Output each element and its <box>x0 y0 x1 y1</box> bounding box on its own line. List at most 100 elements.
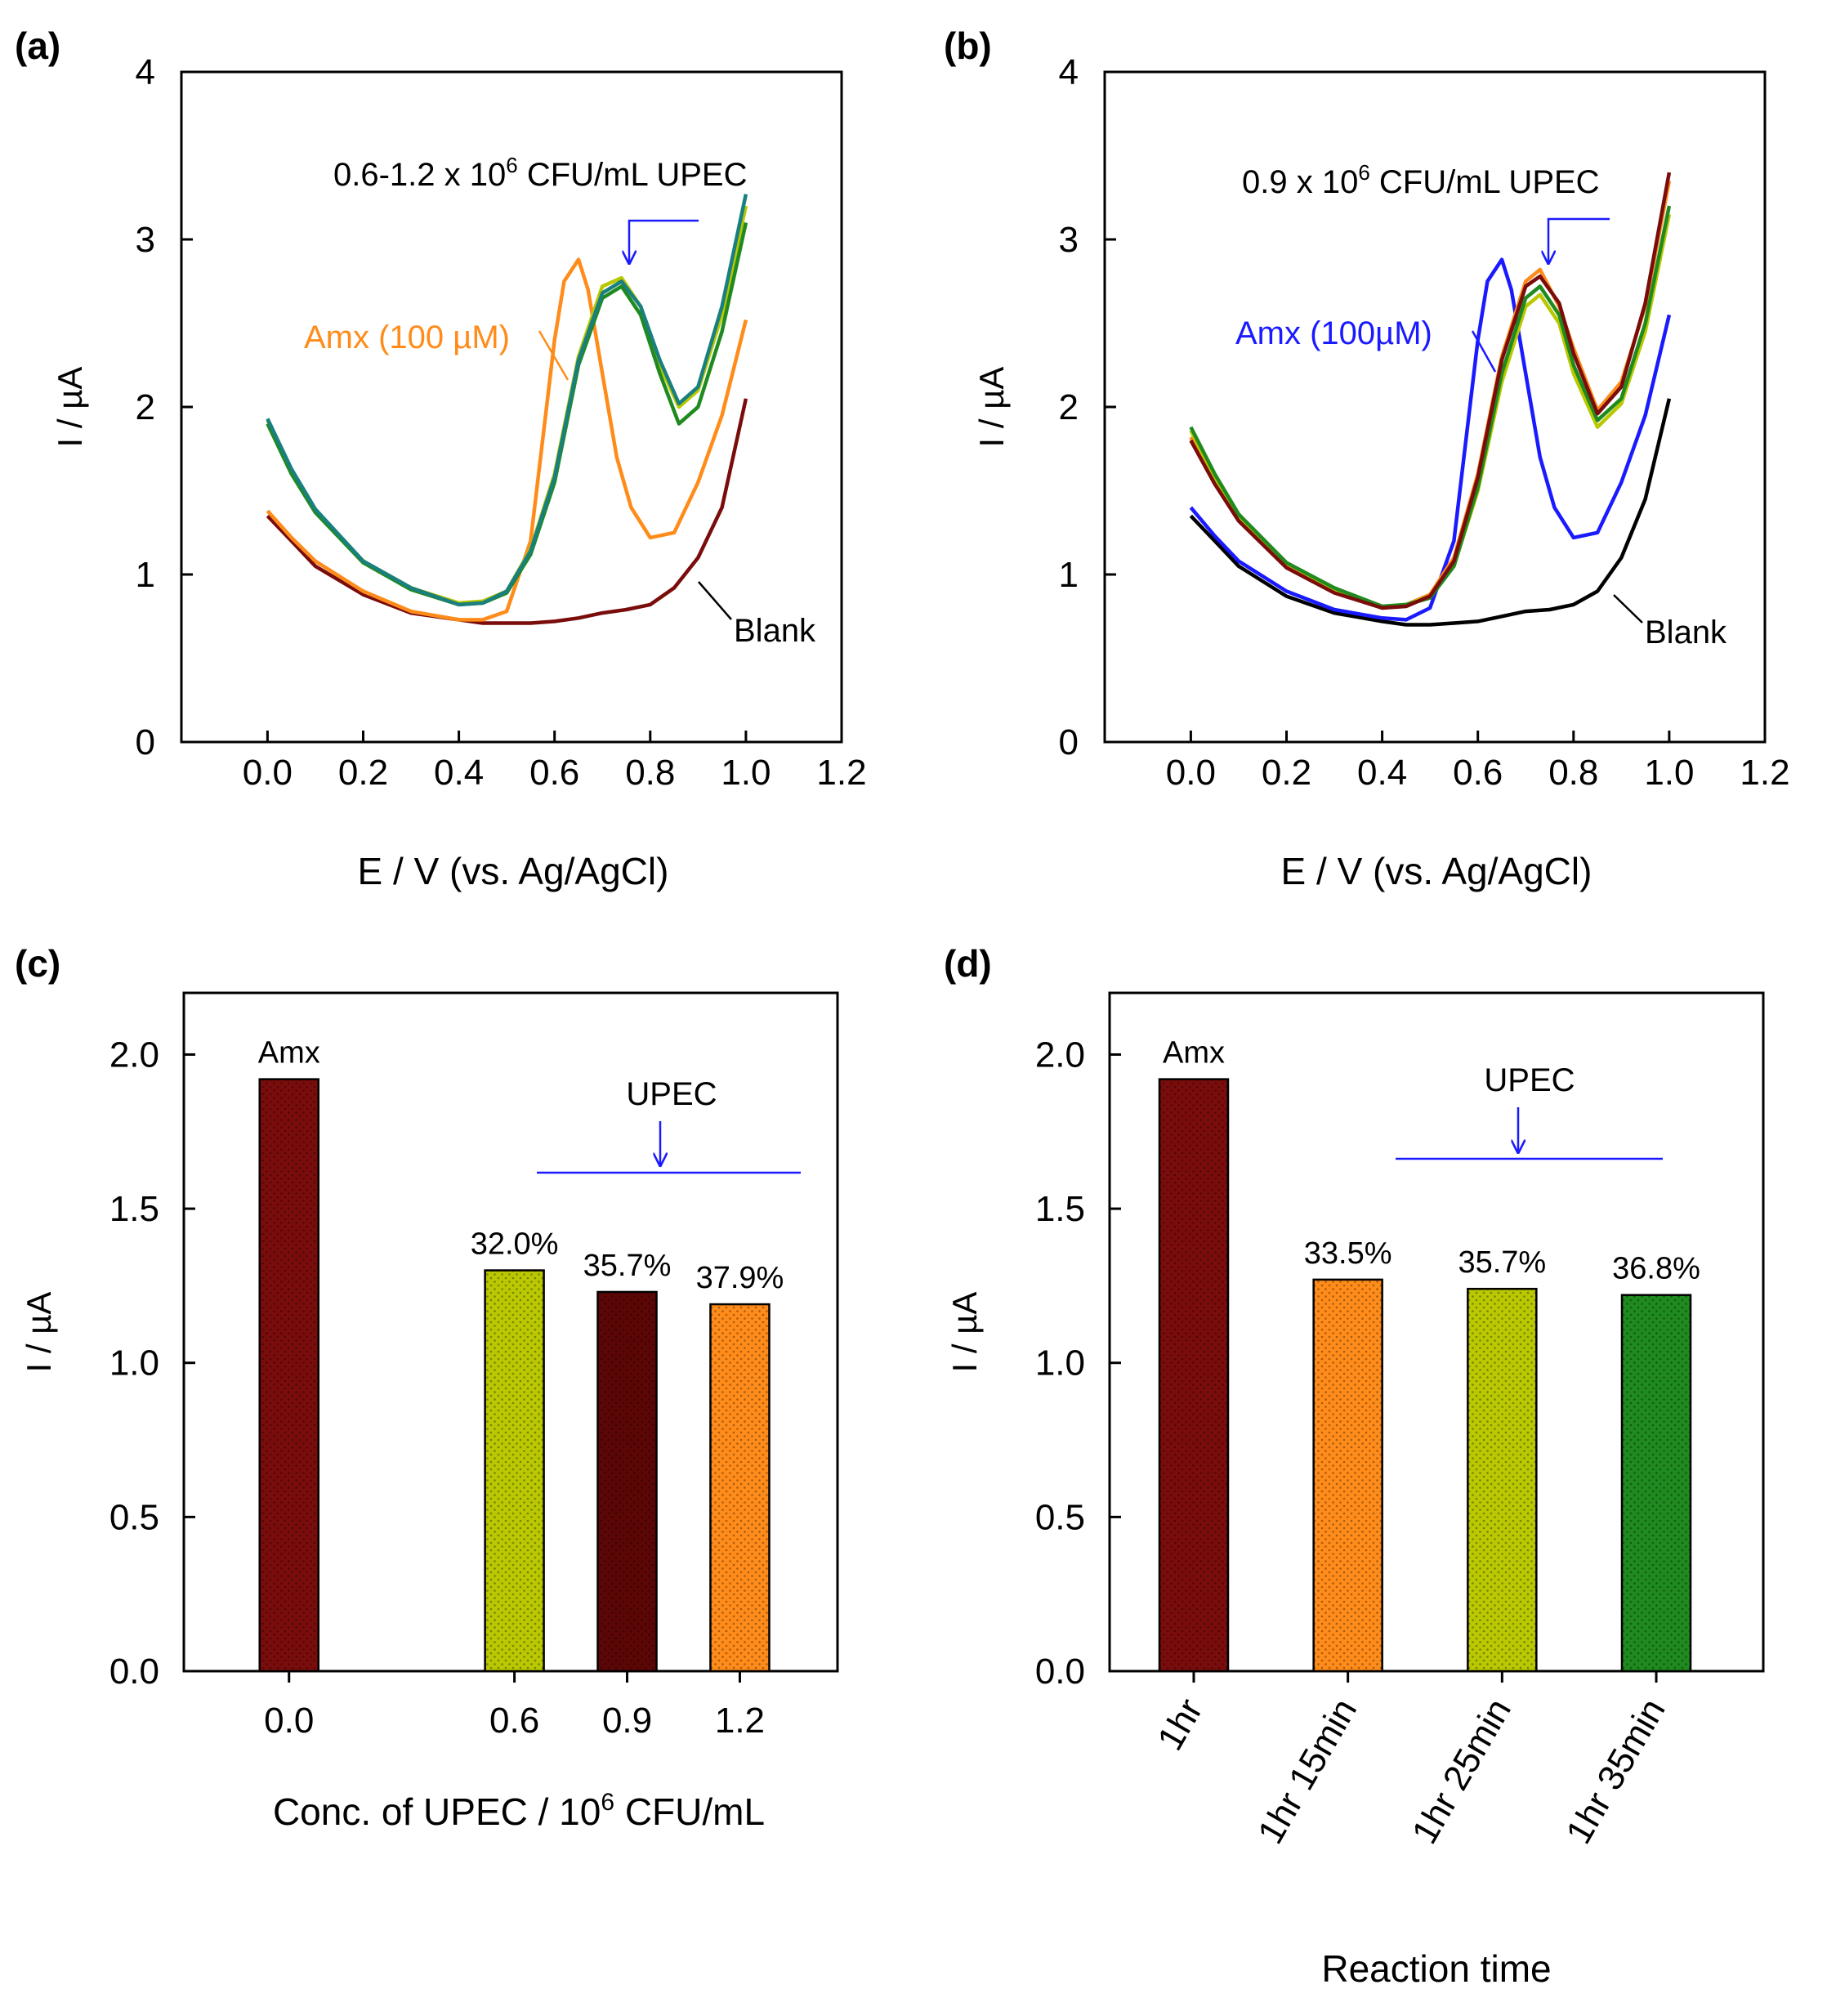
series-line-0 <box>1189 398 1672 627</box>
bar-label-3: 36.8% <box>1612 1252 1700 1286</box>
panel-label-d: (d) <box>944 942 992 985</box>
bar-label-3: 37.9% <box>696 1261 784 1295</box>
y-tick-label: 1.0 <box>1035 1343 1085 1383</box>
upec-group-label: UPEC <box>1484 1062 1575 1098</box>
y-tick-label: 1.5 <box>109 1189 159 1229</box>
series-line-1 <box>1189 257 1672 622</box>
x-tick-label: 0.0 <box>264 1701 314 1741</box>
blank-leader <box>698 581 732 620</box>
y-tick-label: 1.5 <box>1035 1189 1085 1229</box>
upec-annotation: 0.6-1.2 x 106 CFU/mL UPEC <box>333 153 747 193</box>
bar-texture-1 <box>485 1270 544 1671</box>
x-tick-label: 1hr 35min <box>1558 1692 1673 1851</box>
bar-texture-0 <box>1159 1079 1228 1671</box>
blank-annotation: Blank <box>1645 615 1727 650</box>
y-tick-label: 1 <box>1059 555 1079 595</box>
x-tick-label: 0.2 <box>338 753 388 793</box>
bar-texture-3 <box>1622 1294 1691 1671</box>
upec-arrow <box>1548 217 1610 263</box>
y-axis-title: I / µA <box>972 367 1011 448</box>
bar-texture-0 <box>259 1079 319 1671</box>
series-line-4 <box>266 194 748 607</box>
y-tick-label: 2 <box>136 387 155 427</box>
y-tick-label: 1 <box>136 555 155 595</box>
y-axis-title: I / µA <box>20 1292 58 1373</box>
bar-texture-1 <box>1313 1279 1383 1671</box>
upec-annotation: 0.9 x 106 CFU/mL UPEC <box>1242 160 1600 200</box>
x-tick-label: 0.0 <box>243 753 293 793</box>
x-axis-title-suffix: CFU/mL <box>614 1790 765 1833</box>
series-line-1 <box>266 257 748 622</box>
upec-annotation-sup: 6 <box>1358 160 1369 185</box>
panel-a-chart: (a) 0 1 2 3 4 0.0 0.2 0.4 0.6 0.8 1.0 1.2 I / µA E … <box>15 25 867 892</box>
x-tick-label: 0.8 <box>625 753 675 793</box>
series-line-5 <box>1189 172 1672 610</box>
bar-label-2: 35.7% <box>583 1249 672 1283</box>
series-line-0 <box>266 398 748 625</box>
x-tick-label: 0.9 <box>602 1701 652 1741</box>
amx-annotation: Amx (100µM) <box>1235 315 1432 351</box>
x-axis-title-sup: 6 <box>601 1789 614 1816</box>
y-tick-label: 0.0 <box>1035 1652 1085 1692</box>
blank-leader <box>1613 594 1643 624</box>
plot-frame <box>1108 991 1765 1673</box>
y-tick-label: 4 <box>1059 52 1079 92</box>
x-tick-label: 1.0 <box>721 753 771 793</box>
x-axis-title: E / V (vs. Ag/AgCl) <box>1281 850 1592 892</box>
series-line-2 <box>266 205 748 606</box>
bar-texture-3 <box>710 1304 770 1671</box>
bar-texture-2 <box>1467 1289 1537 1671</box>
x-tick-label: 1hr 25min <box>1405 1692 1519 1851</box>
y-tick-label: 3 <box>136 220 155 260</box>
upec-annotation-suffix: CFU/mL UPEC <box>518 157 748 193</box>
y-tick-label: 0.5 <box>1035 1497 1085 1537</box>
x-tick-label: 0.6 <box>489 1701 539 1741</box>
x-axis-title: E / V (vs. Ag/AgCl) <box>358 850 669 892</box>
x-axis-title: Reaction time <box>1321 1947 1551 1990</box>
amx-leader <box>1471 330 1497 373</box>
x-tick-label: 1hr 15min <box>1250 1692 1365 1851</box>
x-tick-label: 0.6 <box>529 753 579 793</box>
panel-c-chart: (c) 0.0 0.5 1.0 1.5 2.0 0.0 0.6 0.9 1.2 Amx 32.0%… <box>15 942 839 1833</box>
y-tick-label: 1.0 <box>109 1343 159 1383</box>
x-tick-label: 1.2 <box>816 753 866 793</box>
amx-leader <box>538 330 570 381</box>
x-tick-label: 0.2 <box>1262 753 1311 793</box>
x-axis-title-prefix: Conc. of UPEC / 10 <box>273 1790 601 1833</box>
upec-arrow <box>629 219 699 263</box>
x-tick-label: 0.4 <box>1357 753 1407 793</box>
bar-label-0: Amx <box>258 1036 320 1071</box>
x-tick-label: 1hr <box>1150 1692 1210 1758</box>
y-tick-label: 2.0 <box>109 1035 159 1075</box>
bar-label-0: Amx <box>1163 1036 1225 1071</box>
y-axis-title: I / µA <box>945 1292 984 1373</box>
panel-label-b: (b) <box>944 25 992 67</box>
bar-texture-2 <box>597 1291 657 1671</box>
y-tick-label: 3 <box>1059 220 1079 260</box>
x-axis-title: Conc. of UPEC / 106 CFU/mL <box>273 1789 765 1833</box>
bar-label-1: 33.5% <box>1304 1236 1392 1271</box>
upec-group-label: UPEC <box>626 1076 717 1112</box>
x-tick-label: 1.0 <box>1644 753 1694 793</box>
panel-label-c: (c) <box>15 942 60 985</box>
x-tick-label: 1.2 <box>1740 753 1789 793</box>
y-tick-label: 2 <box>1059 387 1079 427</box>
y-axis-title: I / µA <box>51 367 89 448</box>
blank-annotation: Blank <box>734 613 816 649</box>
panel-label-a: (a) <box>15 25 60 67</box>
amx-annotation: Amx (100 µM) <box>304 320 510 355</box>
y-tick-label: 0.0 <box>109 1652 159 1692</box>
y-tick-label: 0.5 <box>109 1497 159 1537</box>
panel-b-chart: (b) 0 1 2 3 4 0.0 0.2 0.4 0.6 0.8 1.0 1.2 I / µA E … <box>944 25 1790 892</box>
upec-annotation-suffix: CFU/mL UPEC <box>1370 164 1600 200</box>
y-tick-label: 0 <box>1059 722 1079 762</box>
bar-label-2: 35.7% <box>1458 1245 1546 1280</box>
bar-label-1: 32.0% <box>471 1227 559 1262</box>
upec-annotation-prefix: 0.6-1.2 x 10 <box>333 157 506 193</box>
series-line-4 <box>1189 205 1672 609</box>
panel-d-chart: (d) 0.0 0.5 1.0 1.5 2.0 1hr 1hr 15min 1hr 25min… <box>944 942 1765 1990</box>
y-tick-label: 0 <box>136 722 155 762</box>
x-tick-label: 0.6 <box>1453 753 1503 793</box>
upec-annotation-prefix: 0.9 x 10 <box>1242 164 1358 200</box>
